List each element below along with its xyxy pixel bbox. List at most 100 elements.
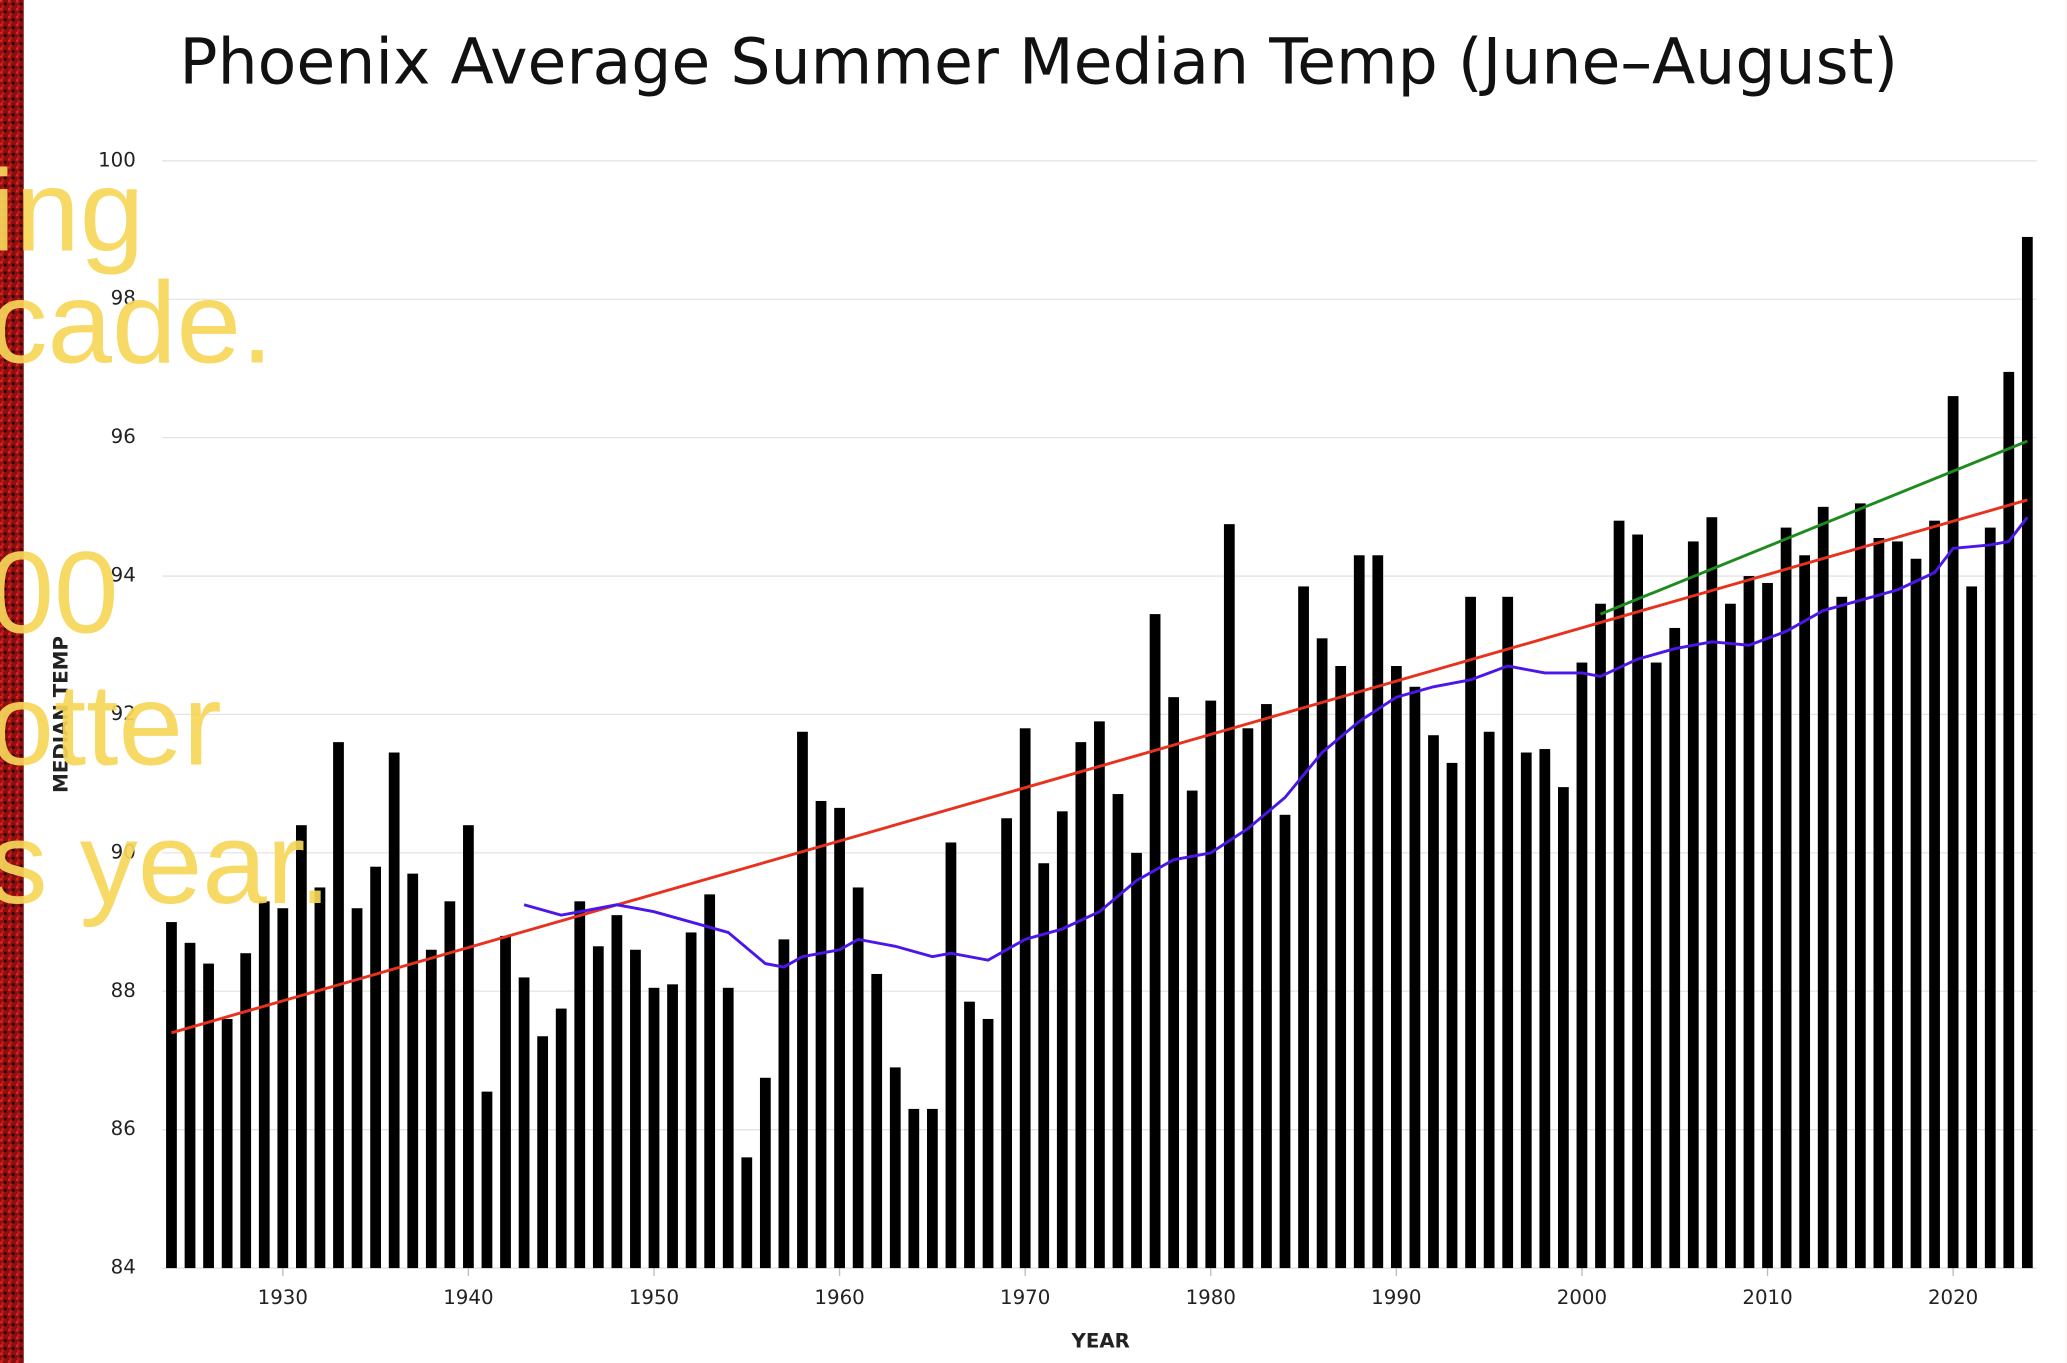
overlay-caption: s year.	[0, 798, 331, 928]
bar	[425, 949, 437, 1269]
bar	[221, 1018, 233, 1269]
bar	[630, 949, 641, 1269]
bar	[871, 973, 883, 1269]
overlay-caption: 00	[0, 528, 119, 658]
line	[171, 498, 2028, 1035]
bar	[1316, 638, 1328, 1269]
bar	[648, 987, 660, 1269]
bar	[2021, 236, 2033, 1269]
line	[523, 516, 2029, 969]
y-tick-label: 90	[111, 840, 136, 863]
bar	[1298, 586, 1309, 1269]
bar	[1817, 506, 1829, 1269]
bar	[1428, 735, 1439, 1269]
bar	[1687, 541, 1699, 1269]
bar	[778, 939, 790, 1269]
bar	[1910, 558, 1922, 1269]
bar	[964, 1001, 975, 1269]
bar	[1966, 586, 1978, 1269]
overlay-caption: cade.	[0, 258, 273, 388]
y-tick-label: 100	[98, 148, 136, 171]
bar	[351, 908, 363, 1269]
bar	[1929, 520, 1940, 1269]
bar	[295, 825, 307, 1269]
bar	[258, 901, 270, 1269]
bar	[333, 742, 344, 1269]
bar	[1613, 520, 1625, 1269]
bar	[500, 935, 511, 1269]
y-tick-label: 98	[111, 287, 136, 310]
chart-title: Phoenix Average Summer Median Temp (June…	[179, 24, 1898, 98]
bar	[1223, 524, 1235, 1269]
bar	[1539, 749, 1551, 1269]
bar	[1038, 863, 1050, 1269]
bar	[1873, 537, 1885, 1269]
bar	[1001, 818, 1012, 1269]
y-tick-label: 92	[111, 702, 136, 725]
bar	[314, 887, 326, 1269]
bar	[444, 901, 456, 1269]
bar	[1149, 614, 1161, 1269]
bar	[537, 1036, 549, 1269]
bar	[463, 825, 474, 1269]
x-axis-title: YEAR	[1071, 1329, 1130, 1352]
y-tick-label: 96	[111, 425, 136, 448]
bar	[1019, 728, 1031, 1269]
line	[1599, 439, 2028, 616]
bar	[407, 873, 419, 1269]
bar	[1892, 541, 1903, 1269]
bar	[1799, 555, 1811, 1269]
x-tick-label: 1980	[1186, 1286, 1236, 1309]
bar	[518, 977, 530, 1269]
bar	[1094, 721, 1105, 1269]
bar	[1112, 794, 1124, 1269]
bar	[1390, 666, 1402, 1269]
bar	[1186, 790, 1198, 1269]
y-tick-label: 86	[111, 1117, 136, 1140]
bar	[1650, 662, 1662, 1269]
bar	[1242, 728, 1254, 1269]
bar	[1632, 534, 1644, 1269]
bar	[184, 942, 196, 1269]
bar	[1669, 627, 1681, 1269]
bar	[834, 807, 845, 1269]
bar	[945, 842, 957, 1269]
overlay-caption: ing	[0, 145, 144, 275]
y-tick-label: 88	[111, 979, 136, 1002]
bar	[203, 963, 214, 1269]
y-tick-label: 84	[111, 1256, 136, 1279]
bar	[574, 901, 586, 1269]
bar	[1706, 517, 1718, 1269]
bar	[1725, 603, 1736, 1269]
bar	[1446, 762, 1458, 1269]
bar	[1279, 814, 1291, 1269]
bar	[166, 922, 177, 1269]
bar	[1465, 596, 1476, 1269]
x-tick-label: 2020	[1928, 1286, 1978, 1309]
bar	[685, 932, 697, 1269]
bar	[1353, 555, 1365, 1269]
bar	[667, 984, 678, 1269]
bar	[1984, 527, 1996, 1269]
bar	[1205, 700, 1217, 1269]
bar	[1168, 697, 1180, 1269]
bar	[982, 1018, 994, 1269]
bar	[1056, 811, 1068, 1269]
bar	[1576, 662, 1588, 1269]
bar	[1520, 752, 1532, 1269]
bar	[1947, 396, 1959, 1269]
x-tick-label: 2010	[1742, 1286, 1792, 1309]
y-axis-title: MEDIAN TEMP	[50, 636, 73, 793]
bar	[555, 1008, 567, 1269]
bar	[1595, 603, 1606, 1269]
bar	[1502, 596, 1514, 1269]
bar	[1762, 582, 1773, 1269]
bar	[1131, 852, 1142, 1269]
bar	[1409, 686, 1421, 1269]
bar	[1836, 596, 1848, 1269]
bar	[852, 887, 864, 1269]
bar	[722, 987, 734, 1269]
bar	[240, 953, 252, 1269]
